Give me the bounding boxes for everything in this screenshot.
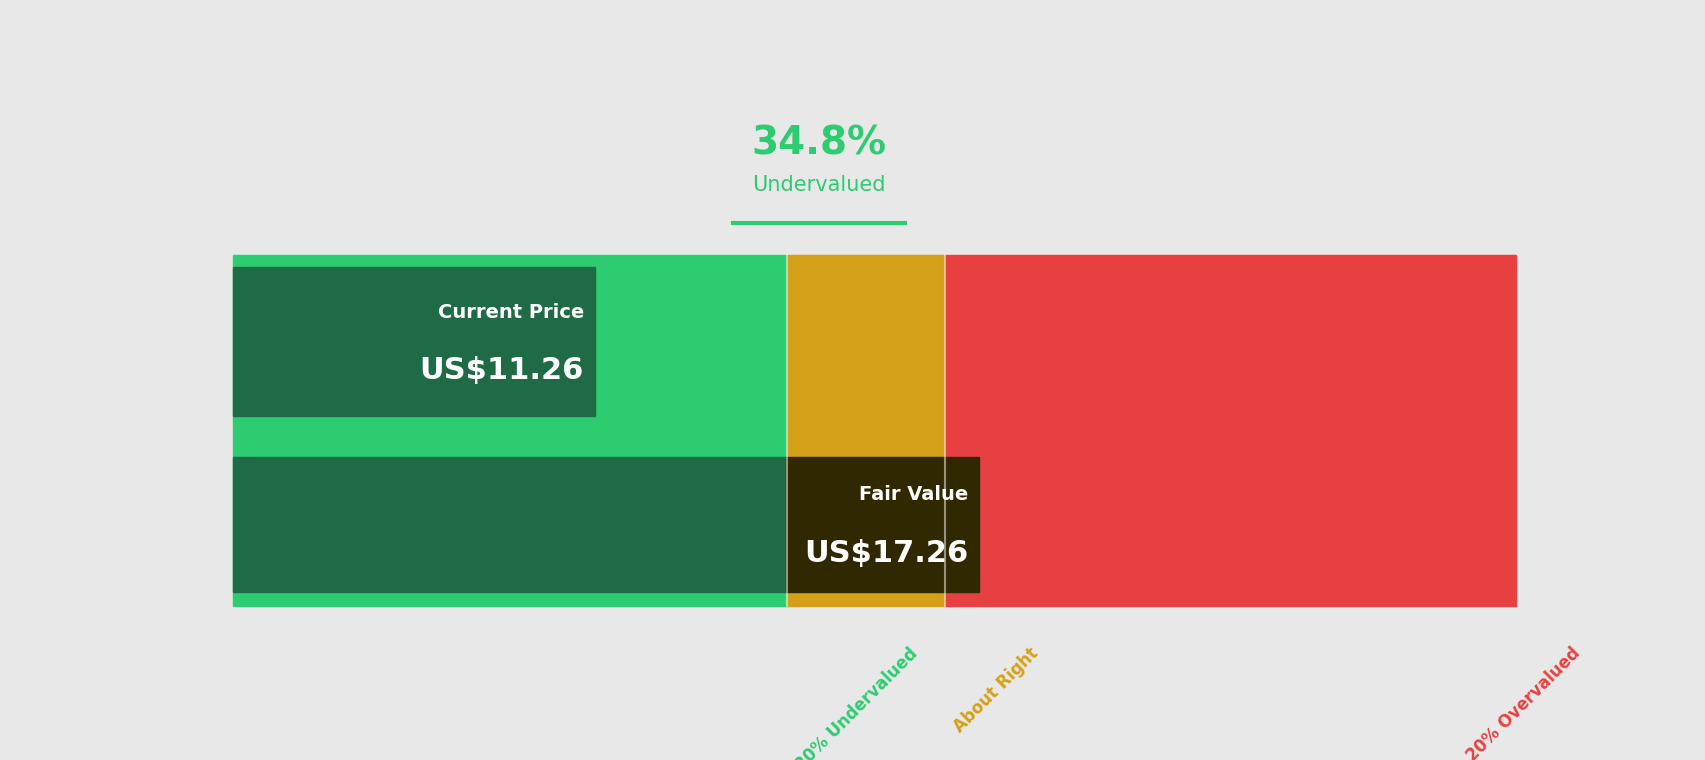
- Bar: [786, 255, 945, 606]
- Bar: [234, 255, 786, 606]
- Text: 20% Undervalued: 20% Undervalued: [791, 644, 921, 760]
- Text: US$11.26: US$11.26: [419, 356, 583, 385]
- Text: 20% Overvalued: 20% Overvalued: [1461, 644, 1582, 760]
- Text: US$17.26: US$17.26: [803, 539, 968, 568]
- Bar: [786, 457, 979, 591]
- Text: Current Price: Current Price: [438, 302, 583, 321]
- Bar: [234, 457, 786, 591]
- Text: Undervalued: Undervalued: [752, 175, 885, 195]
- Text: About Right: About Right: [950, 644, 1042, 736]
- Bar: [945, 255, 1514, 606]
- Text: 34.8%: 34.8%: [750, 125, 887, 163]
- Text: Fair Value: Fair Value: [859, 486, 968, 505]
- Bar: [234, 267, 593, 416]
